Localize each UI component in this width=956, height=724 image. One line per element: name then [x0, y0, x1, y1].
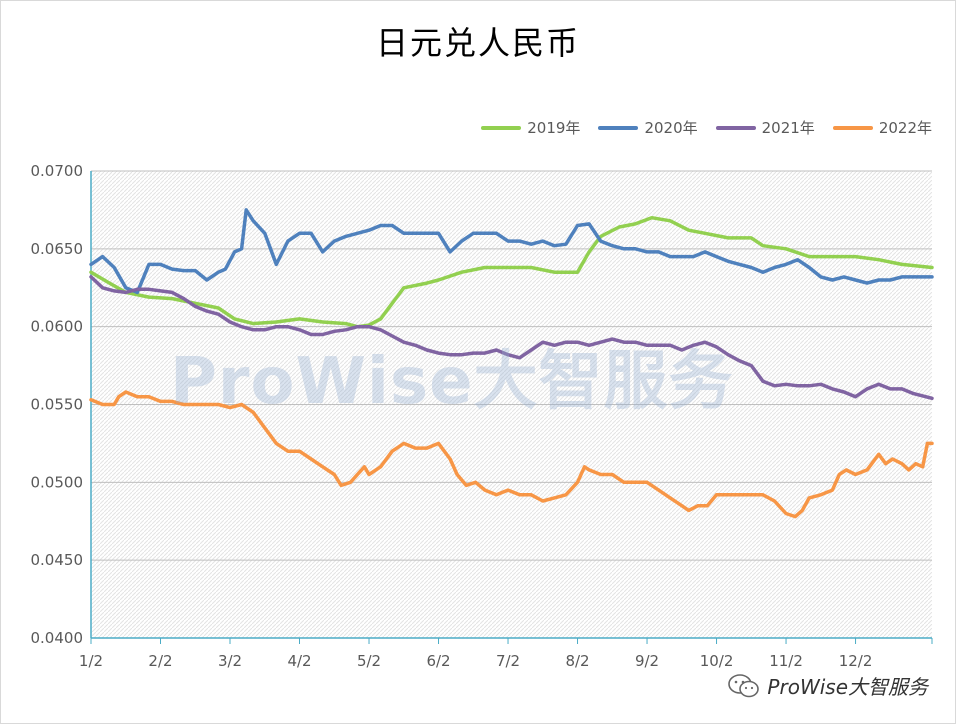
legend-swatch — [598, 125, 639, 130]
legend-item: 2019年 — [481, 117, 580, 138]
x-tick-label: 11/2 — [769, 652, 803, 670]
y-tick-label: 0.0500 — [31, 473, 84, 491]
x-tick-label: 5/2 — [357, 652, 381, 670]
x-tick-label: 7/2 — [496, 652, 520, 670]
series-line-2020年 — [89, 208, 934, 295]
series-layer — [89, 208, 934, 519]
wechat-source-text: ProWise大智服务 — [767, 675, 928, 699]
x-tick-label: 1/2 — [79, 652, 103, 670]
y-tick-label: 0.0550 — [31, 396, 84, 414]
legend-item: 2021年 — [715, 117, 815, 138]
legend-swatch — [832, 125, 873, 130]
x-tick-label: 8/2 — [565, 652, 589, 670]
legend-label: 2022年 — [878, 119, 932, 137]
y-tick-label: 0.0450 — [31, 551, 84, 569]
x-tick-label: 9/2 — [635, 652, 659, 670]
x-tick-label: 6/2 — [426, 652, 450, 670]
x-tick-label: 3/2 — [218, 652, 242, 670]
wechat-source-tag: ProWise大智服务 — [727, 671, 928, 700]
legend-swatch — [715, 125, 756, 130]
series-line-2021年 — [89, 275, 934, 401]
x-tick-label: 10/2 — [700, 652, 734, 670]
legend-swatch — [481, 125, 522, 130]
x-tick-label: 12/2 — [839, 652, 873, 670]
chart-title: 日元兑人民币 — [375, 24, 580, 62]
series-line-2019年 — [89, 215, 934, 329]
y-tick-label: 0.0400 — [31, 629, 84, 647]
legend-item: 2022年 — [832, 117, 932, 138]
y-tick-label: 0.0700 — [31, 162, 84, 180]
legend-label: 2021年 — [761, 119, 815, 137]
legend-label: 2020年 — [644, 119, 698, 137]
y-tick-label: 0.0650 — [31, 240, 84, 258]
wechat-icon — [728, 673, 760, 697]
axes: 0.0700 0.0650 0.0600 0.0550 0.0500 0.0450 0.04… — [31, 162, 933, 670]
y-tick-label: 0.0600 — [31, 318, 84, 336]
legend-item: 2020年 — [598, 117, 698, 138]
x-tick-label: 2/2 — [148, 652, 172, 670]
legend-label: 2019年 — [527, 119, 581, 137]
series-line-2022年 — [89, 390, 934, 519]
x-tick-label: 4/2 — [287, 652, 311, 670]
chart-legend: 2019年 2020年 2021年 2022年 — [481, 117, 932, 138]
